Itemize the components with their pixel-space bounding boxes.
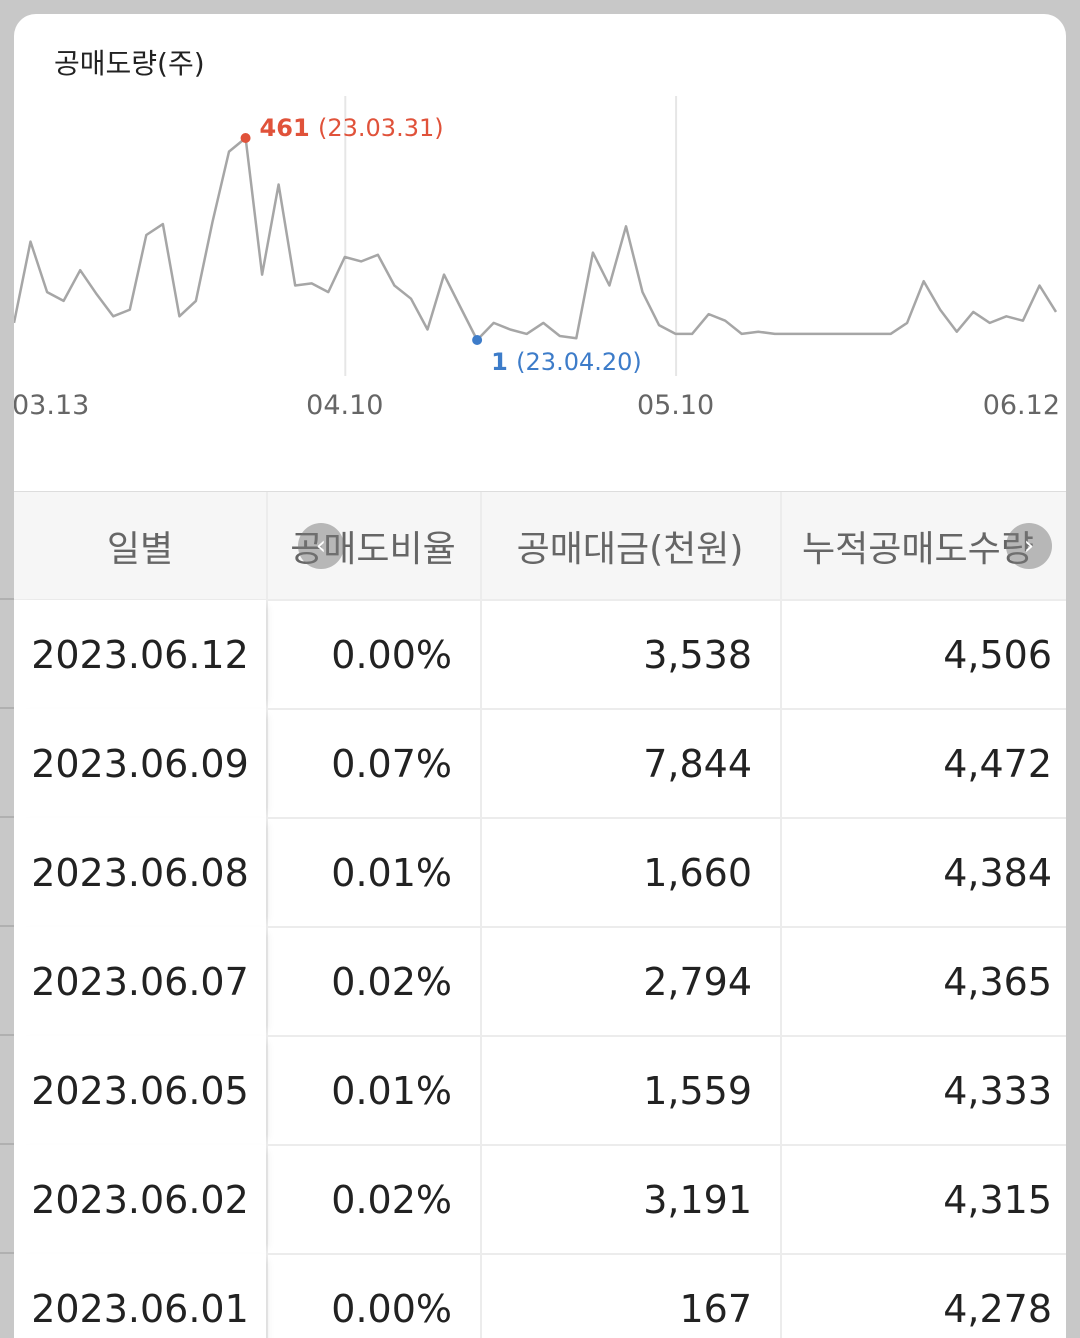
column-divider	[480, 492, 482, 1338]
row-date: 2023.06.09	[14, 709, 266, 818]
header-cumulative: 누적공매도수량	[802, 529, 1034, 570]
row-ratio: 0.02%	[331, 959, 452, 1004]
row-divider	[14, 599, 1066, 601]
max-point	[240, 133, 251, 143]
row-date: 2023.06.08	[14, 818, 266, 927]
row-amount: 1,660	[643, 850, 752, 895]
x-tick-label: 06.12	[983, 390, 1060, 421]
header-amount: 공매대금(천원)	[516, 529, 744, 570]
x-tick-label: 05.10	[637, 390, 714, 421]
table-row: 2023.06.08 0.01% 1,660 4,384	[14, 818, 1066, 927]
min-annotation: 1 (23.04.20)	[491, 348, 642, 376]
row-edge-tick	[0, 598, 14, 600]
header-date: 일별	[14, 492, 266, 600]
row-edge-tick	[0, 1252, 14, 1254]
row-cumulative: 4,472	[943, 741, 1052, 786]
row-divider	[14, 1144, 1066, 1146]
scroll-right-button[interactable]: ›	[1006, 523, 1052, 569]
table-row: 2023.06.01 0.00% 167 4,278	[14, 1254, 1066, 1338]
chevron-right-icon: ›	[1023, 531, 1035, 561]
row-divider	[14, 708, 1066, 710]
row-cumulative: 4,333	[943, 1068, 1052, 1113]
row-cumulative: 4,365	[943, 959, 1052, 1004]
row-date: 2023.06.12	[14, 600, 266, 709]
row-divider	[14, 1253, 1066, 1255]
chart-title: 공매도량(주)	[54, 47, 205, 80]
row-ratio: 0.00%	[331, 632, 452, 677]
row-cumulative: 4,506	[943, 632, 1052, 677]
row-amount: 3,191	[643, 1177, 752, 1222]
column-divider	[266, 492, 268, 1338]
table-header-row: 일별 공매도비율 공매대금(천원) 누적공매도수량	[14, 492, 1066, 600]
daily-table: 일별 공매도비율 공매대금(천원) 누적공매도수량 2023.06.12 0.00…	[14, 491, 1066, 1338]
row-ratio: 0.02%	[331, 1177, 452, 1222]
table-row: 2023.06.02 0.02% 3,191 4,315	[14, 1145, 1066, 1254]
table-row: 2023.06.05 0.01% 1,559 4,333	[14, 1036, 1066, 1145]
row-divider	[14, 926, 1066, 928]
row-edge-tick	[0, 1143, 14, 1145]
row-divider	[14, 817, 1066, 819]
max-annotation: 461 (23.03.31)	[260, 114, 444, 142]
table-row: 2023.06.07 0.02% 2,794 4,365	[14, 927, 1066, 1036]
row-cumulative: 4,384	[943, 850, 1052, 895]
row-date: 2023.06.01	[14, 1254, 266, 1338]
row-amount: 167	[679, 1286, 752, 1331]
row-cumulative: 4,278	[943, 1286, 1052, 1331]
x-tick-label: 03.13	[14, 390, 89, 421]
row-amount: 7,844	[643, 741, 752, 786]
row-ratio: 0.01%	[331, 1068, 452, 1113]
chevron-left-icon: ‹	[315, 531, 327, 561]
row-cumulative: 4,315	[943, 1177, 1052, 1222]
short-volume-chart: 461 (23.03.31) 1 (23.04.20) 03.13 04.10 05.1…	[14, 96, 1060, 421]
row-edge-tick	[0, 925, 14, 927]
row-edge-tick	[0, 707, 14, 709]
scroll-left-button[interactable]: ‹	[298, 523, 344, 569]
row-date: 2023.06.07	[14, 927, 266, 1036]
row-amount: 3,538	[643, 632, 752, 677]
row-divider	[14, 1035, 1066, 1037]
row-date: 2023.06.05	[14, 1036, 266, 1145]
short-selling-card: 공매도량(주) 461 (23.03.31) 1 (23.04.20) 03.13 0…	[14, 14, 1066, 1338]
row-date: 2023.06.02	[14, 1145, 266, 1254]
table-row: 2023.06.12 0.00% 3,538 4,506	[14, 600, 1066, 709]
row-edge-tick	[0, 816, 14, 818]
row-ratio: 0.07%	[331, 741, 452, 786]
x-tick-label: 04.10	[306, 390, 383, 421]
table-row: 2023.06.09 0.07% 7,844 4,472	[14, 709, 1066, 818]
min-point	[472, 335, 483, 345]
row-amount: 1,559	[643, 1068, 752, 1113]
row-ratio: 0.01%	[331, 850, 452, 895]
row-edge-tick	[0, 1034, 14, 1036]
series-line	[14, 136, 1058, 342]
row-amount: 2,794	[643, 959, 752, 1004]
column-divider	[780, 492, 782, 1338]
row-ratio: 0.00%	[331, 1286, 452, 1331]
